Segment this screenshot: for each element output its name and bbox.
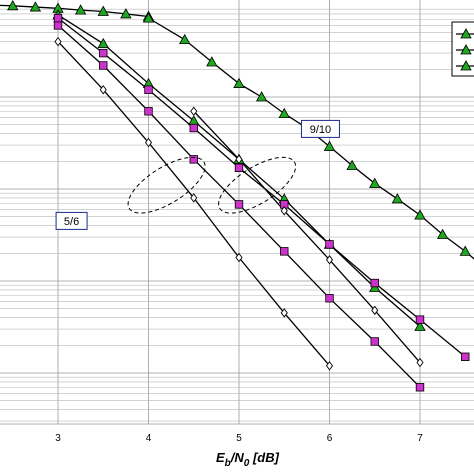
data-point [325,360,334,371]
data-point [206,56,218,67]
data-point [414,320,426,331]
data-point [255,91,268,102]
data-point [189,123,198,133]
legend-marker [460,60,472,71]
data-point [461,352,470,361]
data-point [144,107,153,116]
x-tick-label: 4 [146,433,152,444]
series-markers [7,0,471,392]
data-point [74,4,87,15]
dashed-ellipses [127,156,297,214]
data-point [142,12,155,23]
data-point [323,140,336,151]
dashed-ellipse [218,156,297,214]
data-point [235,252,243,263]
data-point [189,155,198,164]
data-point [415,383,425,392]
legend-marker [460,44,472,55]
data-point [371,305,379,316]
data-point [233,77,245,88]
grid [0,0,474,425]
x-tick-label: 5 [236,433,242,444]
dashed-ellipse [127,156,206,214]
data-point [436,228,449,239]
data-point [235,154,243,165]
data-point [416,357,424,368]
data-point [280,247,289,256]
data-point [370,337,379,346]
data-point [346,159,358,170]
data-point [190,106,198,117]
data-point [415,315,425,324]
series-line-1 [0,4,149,18]
data-point [53,21,63,30]
data-point [459,245,471,256]
data-point [190,193,198,203]
data-point [234,200,244,209]
legend-marker [460,28,472,39]
annotations: 9/10 5/6 [55,119,340,230]
x-tick-label: 7 [417,433,423,444]
data-point [369,177,381,188]
series-line-7 [193,110,421,363]
data-point [97,37,109,49]
data-point [29,1,42,12]
data-point [120,8,132,19]
annotation-5-6: 5/6 [55,211,88,230]
data-point [53,13,63,23]
annotation-box [300,119,340,138]
data-point [280,206,288,216]
annotation-box [55,211,88,230]
data-point [391,193,404,204]
x-tick-label: 6 [327,433,333,444]
data-point [278,107,290,119]
x-axis-label: Eb/N0 [dB] [216,450,280,469]
data-point [54,36,62,47]
data-point [144,137,153,148]
data-point [99,48,108,58]
annotation-9-10: 9/10 [300,119,340,138]
series-line-3 [148,17,474,260]
data-point [280,308,288,318]
data-point [370,278,379,288]
data-point [179,33,191,45]
annotation-label: 5/6 [64,216,79,228]
data-point [325,255,334,265]
data-point [144,85,153,94]
annotation-label: 9/10 [310,124,331,136]
data-point [99,61,108,70]
data-point [234,163,244,172]
data-point [325,240,334,249]
series-line-5 [57,17,466,358]
data-point [97,5,109,16]
series-lines [0,4,474,388]
data-point [414,209,426,220]
data-point [99,84,107,95]
x-tick-label: 3 [55,433,61,444]
x-tick-labels: 3 4 5 6 7 [55,433,423,444]
legend [451,21,474,77]
data-point [7,0,19,11]
data-point [325,294,334,303]
